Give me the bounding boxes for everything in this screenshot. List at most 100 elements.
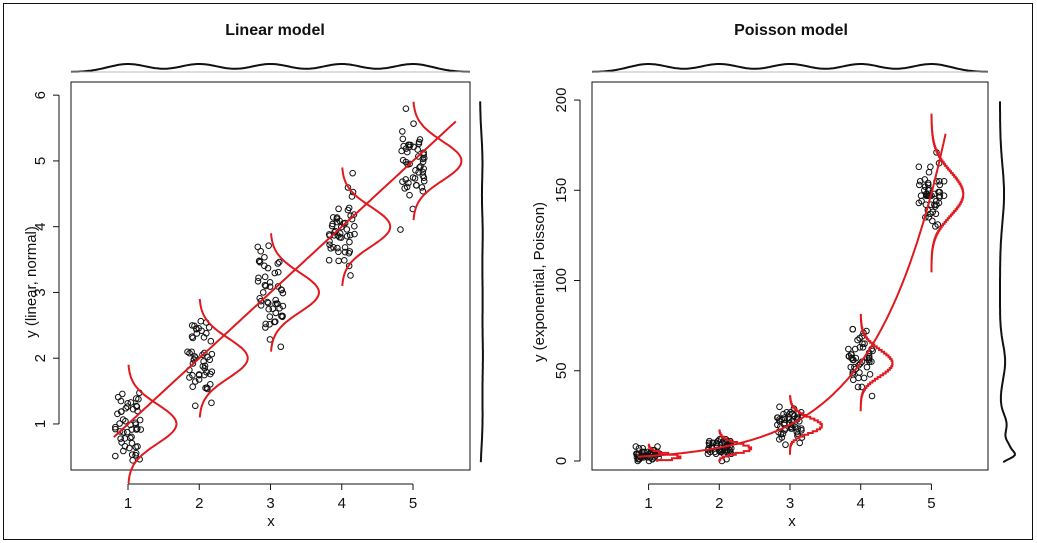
data-point [261, 253, 268, 261]
data-point [265, 305, 273, 313]
data-point [133, 426, 140, 433]
data-point [262, 282, 270, 290]
data-point [129, 457, 136, 464]
data-point [188, 348, 195, 356]
data-point [135, 395, 142, 403]
data-point [343, 232, 351, 240]
data-point [275, 258, 283, 266]
poisson-marginal-y-density [999, 101, 1016, 464]
conditional-density [859, 313, 894, 412]
data-point [137, 426, 145, 433]
data-point [257, 302, 265, 309]
data-point [915, 163, 923, 171]
data-point [197, 317, 205, 325]
data-point [199, 362, 207, 370]
data-point [420, 165, 427, 172]
data-point [333, 215, 341, 222]
data-point [188, 322, 196, 329]
data-point [279, 289, 287, 297]
data-point [403, 148, 411, 156]
data-point [931, 201, 938, 209]
data-point [200, 358, 207, 365]
y-tick-label: 100 [553, 268, 570, 293]
data-point [118, 408, 125, 415]
data-point [925, 185, 932, 192]
data-point [121, 435, 129, 442]
data-point [208, 399, 215, 407]
y-tick-label: 2 [32, 354, 49, 362]
data-point [119, 390, 126, 398]
data-point [925, 168, 933, 176]
data-point [207, 337, 215, 345]
data-point [128, 433, 135, 441]
data-point [632, 443, 640, 450]
data-point [346, 231, 354, 239]
data-point [410, 120, 417, 127]
conditional-density [198, 298, 249, 418]
conditional-density [930, 113, 965, 273]
data-point [262, 324, 269, 331]
data-point [119, 416, 127, 423]
poisson-points [632, 149, 948, 465]
data-point [254, 243, 262, 251]
data-point [132, 449, 140, 457]
data-point [345, 204, 353, 212]
y-tick-label: 50 [553, 362, 570, 379]
figure-frame [3, 3, 1033, 540]
data-point [794, 430, 801, 438]
data-point [654, 443, 661, 450]
data-point [849, 356, 857, 364]
data-point [266, 283, 274, 290]
linear-points [112, 105, 428, 464]
data-point [325, 256, 333, 264]
data-point [405, 141, 412, 149]
data-point [403, 183, 411, 191]
data-point [869, 347, 876, 355]
data-point [349, 169, 356, 177]
linear-x-label: x [267, 513, 275, 530]
data-point [264, 299, 272, 307]
data-point [279, 302, 287, 310]
data-point [205, 324, 213, 331]
data-point [118, 439, 125, 446]
conditional-density [127, 364, 178, 484]
data-point [419, 187, 427, 195]
data-point [189, 334, 197, 342]
data-point [774, 414, 782, 421]
data-point [193, 330, 201, 337]
poisson-x-axis: 1 2 3 4 5 [644, 483, 936, 512]
data-point [397, 226, 404, 233]
fit-curve [637, 133, 947, 458]
data-point [854, 336, 861, 344]
data-point [191, 402, 199, 410]
data-point [333, 218, 341, 226]
data-point [351, 230, 358, 238]
data-point [270, 318, 278, 326]
data-point [777, 430, 785, 438]
x-tick-label: 1 [644, 495, 652, 512]
data-point [850, 376, 857, 384]
data-point [341, 244, 349, 251]
linear-y-label: y (linear, normal) [23, 226, 40, 338]
data-point [776, 403, 783, 411]
x-tick-label: 5 [409, 495, 417, 512]
data-point [262, 320, 269, 328]
data-point [774, 421, 781, 429]
data-point [936, 177, 943, 185]
data-point [348, 193, 356, 200]
data-point [129, 405, 137, 413]
data-point [399, 178, 406, 185]
data-point [329, 214, 337, 221]
data-point [277, 343, 285, 351]
data-point [274, 260, 282, 267]
linear-marginal-y-density [479, 101, 484, 463]
data-point [859, 343, 867, 351]
x-tick-label: 4 [338, 495, 346, 512]
data-point [335, 205, 342, 213]
linear-fit [113, 101, 463, 484]
linear-plot-box [70, 81, 471, 471]
x-tick-label: 2 [195, 495, 203, 512]
data-point [255, 274, 262, 282]
data-point [191, 378, 199, 385]
